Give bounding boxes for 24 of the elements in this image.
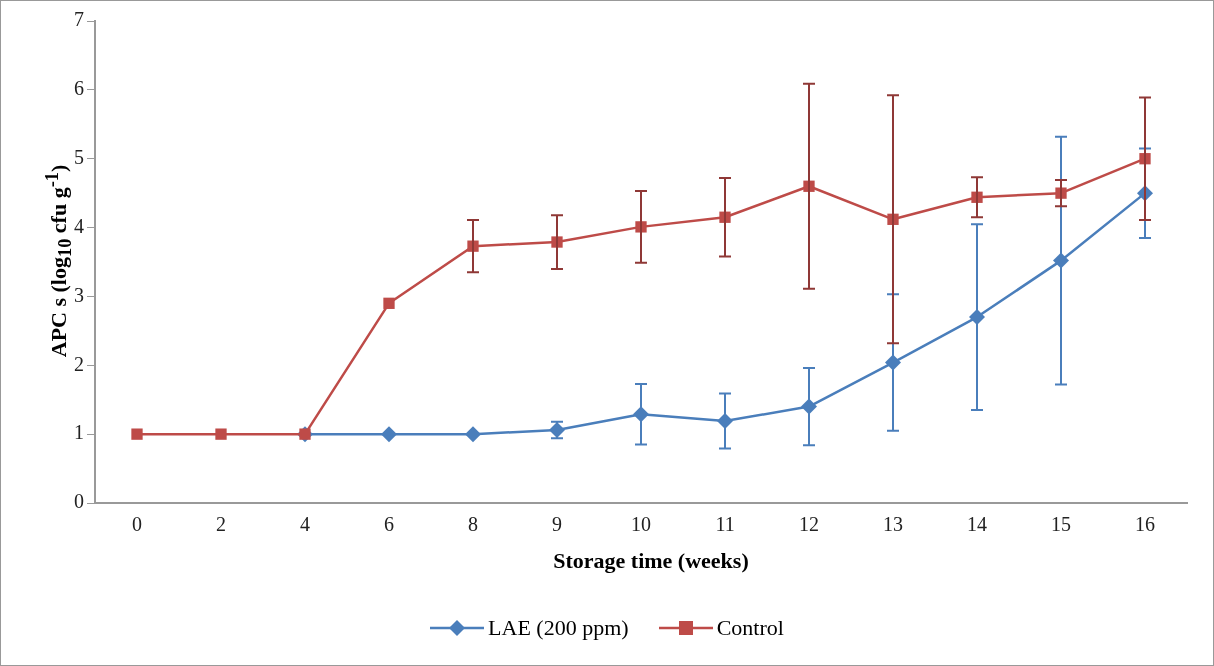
- y-tick-label: 2: [74, 352, 84, 375]
- x-tick-label: 2: [216, 513, 226, 536]
- y-tick-label: 6: [74, 77, 84, 100]
- y-tick-label: 4: [74, 214, 84, 237]
- legend-label: LAE (200 ppm): [488, 615, 629, 641]
- y-tick-label: 3: [74, 283, 84, 306]
- x-tick-label: 16: [1135, 513, 1155, 536]
- legend-label: Control: [716, 615, 784, 641]
- y-tick-label: 0: [74, 490, 84, 513]
- y-tick-label: 7: [74, 8, 84, 31]
- x-tick-label: 10: [631, 513, 651, 536]
- x-tick-label: 8: [468, 513, 478, 536]
- y-tick-label: 1: [74, 421, 84, 444]
- x-tick-label: 6: [384, 513, 394, 536]
- x-tick-label: 4: [300, 513, 310, 536]
- y-tick-label: 5: [74, 145, 84, 168]
- x-tick-label: 9: [552, 513, 562, 536]
- x-tick-label: 14: [967, 513, 987, 536]
- x-tick-label: 0: [132, 513, 142, 536]
- x-tick-label: 11: [715, 513, 735, 536]
- x-tick-label: 12: [799, 513, 819, 536]
- x-axis-title: Storage time (weeks): [553, 548, 749, 574]
- x-tick-label: 15: [1051, 513, 1071, 536]
- x-tick-label: 13: [883, 513, 903, 536]
